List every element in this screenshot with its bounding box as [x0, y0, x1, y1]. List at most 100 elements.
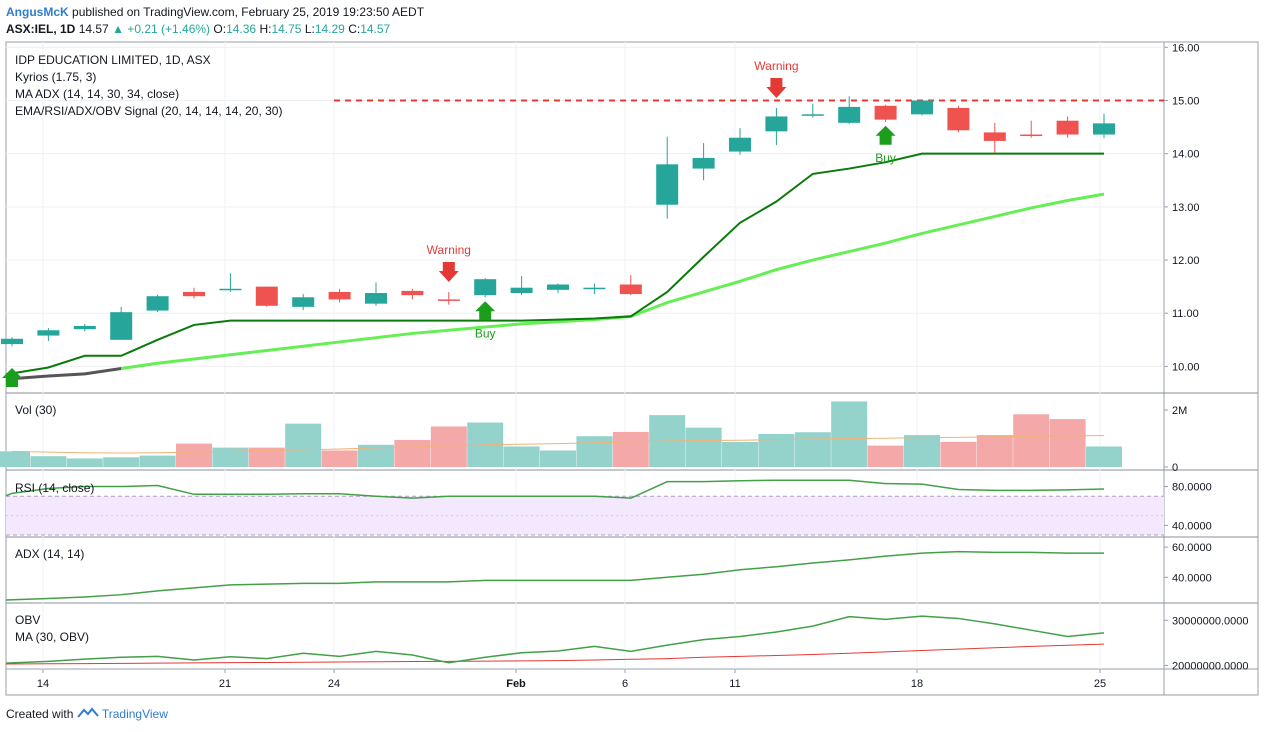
ma-adx-line — [120, 192, 1105, 371]
candle-up — [474, 279, 497, 296]
warning-arrow-icon — [438, 261, 459, 282]
volume-bar — [540, 450, 576, 467]
volume-bar — [904, 435, 940, 467]
open-value: 14.36 — [226, 22, 257, 36]
volume-bar — [685, 427, 722, 467]
time-axis-label: 11 — [729, 678, 740, 690]
volume-bar — [103, 457, 140, 467]
grid-layer — [5, 41, 1259, 696]
volume-bar — [758, 433, 795, 467]
time-axis-label: 6 — [622, 678, 628, 690]
obv-line — [5, 615, 1105, 664]
volume-bar — [831, 401, 868, 467]
high-label: H: — [259, 22, 272, 36]
price-axis-label: 11.00 — [1172, 308, 1199, 320]
candle-down — [401, 290, 424, 296]
legend-signal[interactable]: EMA/RSI/ADX/OBV Signal (20, 14, 14, 14, … — [15, 104, 283, 118]
price-change: +0.21 (+1.46%) — [127, 22, 211, 36]
author-link[interactable]: AngusMcK — [6, 5, 69, 19]
volume-bar — [176, 443, 212, 467]
volume-bar — [794, 432, 831, 467]
candle-up — [73, 325, 96, 330]
time-axis-label: Feb — [506, 678, 526, 690]
close-value: 14.57 — [360, 22, 391, 36]
legend-title[interactable]: IDP EDUCATION LIMITED, 1D, ASX — [15, 53, 211, 67]
symbol-info: ASX:IEL, 1D 14.57 ▲ +0.21 (+1.46%) O:14.… — [6, 22, 390, 36]
time-axis-label: 25 — [1094, 678, 1106, 690]
ma-adx-line-early — [5, 367, 122, 381]
pane-layer: Warning Buy Warning Buy — [0, 59, 1164, 665]
last-price: 14.57 — [78, 22, 109, 36]
obv-ma-line — [5, 643, 1105, 665]
legend-ma-adx[interactable]: MA ADX (14, 14, 30, 34, close) — [15, 87, 180, 101]
volume-bar — [285, 423, 322, 467]
volume-bar — [66, 458, 103, 467]
chart-frame — [5, 41, 1259, 696]
up-triangle-icon: ▲ — [112, 22, 124, 36]
adx-line — [5, 550, 1104, 601]
candle-down — [874, 105, 897, 120]
buy-arrow-icon — [875, 125, 896, 145]
candle-down — [183, 291, 205, 297]
buy-label: Buy — [875, 151, 896, 165]
rsi-line — [5, 479, 1105, 499]
candle-up — [911, 100, 933, 115]
candle-down — [328, 291, 351, 300]
candle-down — [437, 299, 460, 301]
legend-rsi[interactable]: RSI (14, close) — [15, 481, 95, 495]
main-pane-legend: IDP EDUCATION LIMITED, 1D, ASX Kyrios (1… — [15, 52, 282, 120]
adx-axis-label: 60.0000 — [1172, 542, 1212, 554]
time-axis-label: 24 — [328, 678, 340, 690]
candle-up — [219, 288, 242, 291]
close-label: C: — [348, 22, 361, 36]
price-axis-label: 13.00 — [1172, 202, 1200, 214]
adx-axis-label: 40.0000 — [1172, 572, 1212, 584]
candle-up — [510, 287, 533, 294]
time-axis-label: 18 — [911, 678, 923, 690]
tradingview-link[interactable]: TradingView — [101, 707, 168, 721]
candle-up — [1, 338, 23, 345]
rsi-axis-label: 40.0000 — [1172, 520, 1212, 532]
legend-volume[interactable]: Vol (30) — [15, 403, 57, 417]
volume-axis-label: 0 — [1172, 462, 1178, 474]
tradingview-logo-icon — [76, 707, 99, 718]
legend-kyrios[interactable]: Kyrios (1.75, 3) — [15, 70, 97, 84]
obv-axis-label: 20000000.0000 — [1172, 660, 1248, 672]
time-axis-label: 14 — [37, 678, 49, 690]
kyrios-line — [5, 152, 1104, 376]
candle-down — [1056, 120, 1079, 135]
candle-up — [292, 297, 315, 307]
legend-adx[interactable]: ADX (14, 14) — [15, 547, 85, 561]
volume-bar — [30, 456, 67, 467]
candle-up — [37, 330, 60, 336]
volume-bar — [576, 436, 613, 467]
volume-bar — [612, 431, 649, 467]
legend-obv-ma[interactable]: MA (30, OBV) — [15, 630, 90, 644]
legend-obv-group: OBV MA (30, OBV) — [15, 612, 89, 646]
volume-bar — [722, 441, 758, 467]
legend-obv[interactable]: OBV — [15, 613, 41, 627]
volume-ma-line — [11, 435, 1105, 454]
candle-up — [692, 157, 715, 169]
volume-bar — [394, 439, 431, 467]
created-with-text: Created with — [6, 707, 74, 721]
candle-up — [765, 116, 788, 132]
price-axis-label: 15.00 — [1172, 96, 1200, 108]
candle-down — [619, 284, 642, 295]
candle-up — [583, 287, 606, 290]
price-axis-label: 16.00 — [1172, 42, 1200, 54]
candle-up — [656, 164, 679, 205]
volume-bar — [1086, 446, 1122, 467]
volume-bar — [139, 455, 176, 467]
candle-up — [365, 293, 387, 304]
high-value: 14.75 — [271, 22, 302, 36]
candle-up — [729, 137, 751, 152]
volume-bar — [1013, 414, 1050, 467]
volume-bar — [1049, 419, 1086, 467]
price-axis-label: 14.00 — [1172, 149, 1200, 161]
low-label: L: — [304, 22, 315, 36]
warning-arrow-icon — [766, 77, 787, 98]
symbol-label: ASX:IEL, 1D — [6, 22, 76, 36]
candle-up — [1093, 123, 1115, 135]
